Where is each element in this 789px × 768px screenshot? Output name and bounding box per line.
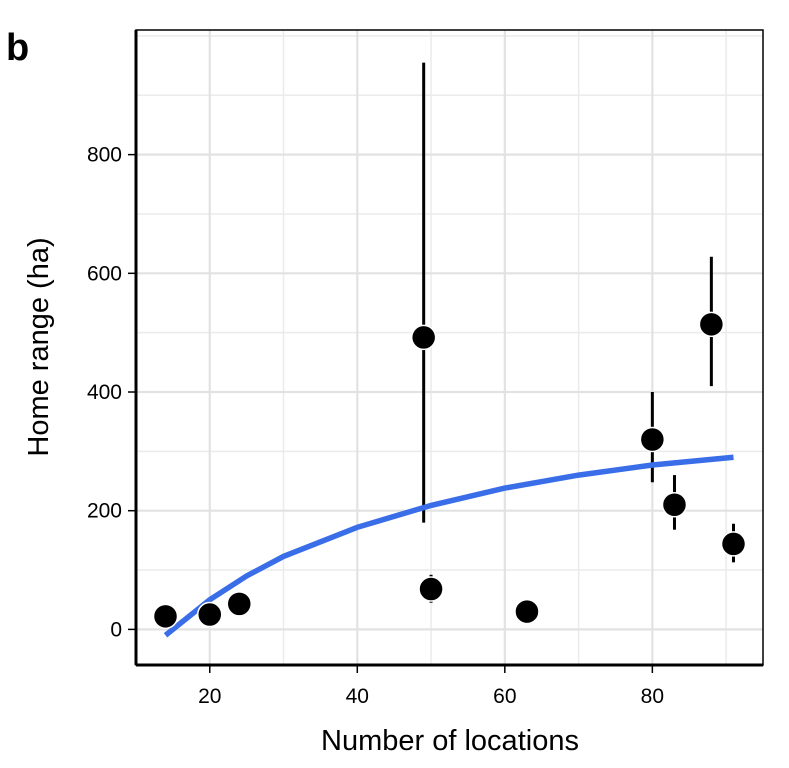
- x-tick-label: 20: [198, 685, 221, 708]
- panel-label: b: [6, 27, 29, 69]
- y-axis-title: Home range (ha): [23, 237, 55, 456]
- data-point: [152, 603, 179, 630]
- x-axis-title: Number of locations: [321, 725, 579, 757]
- grid: [135, 30, 763, 665]
- plot-area: [134, 29, 764, 667]
- y-tick-label: 400: [87, 381, 122, 404]
- data-point: [514, 598, 540, 625]
- y-axis-ticks: 0 200 400 600 800: [87, 144, 136, 641]
- data-point: [720, 531, 747, 557]
- y-tick-label: 800: [87, 144, 122, 167]
- y-tick-label: 200: [87, 500, 122, 523]
- x-tick-label: 80: [641, 685, 664, 708]
- data-points: [152, 311, 747, 630]
- data-point: [197, 601, 223, 628]
- x-tick-label: 60: [493, 685, 516, 708]
- data-point: [226, 591, 253, 617]
- y-tick-label: 600: [87, 262, 122, 285]
- data-point: [661, 492, 688, 518]
- y-tick-label: 0: [110, 618, 122, 641]
- data-point: [418, 576, 444, 602]
- plot-background: [136, 30, 763, 665]
- data-point: [698, 311, 725, 338]
- fitted-curve: [163, 454, 734, 638]
- x-tick-label: 40: [346, 685, 369, 708]
- data-point: [410, 324, 437, 351]
- data-point: [639, 426, 666, 453]
- x-axis-ticks: 20 40 60 80: [198, 665, 664, 708]
